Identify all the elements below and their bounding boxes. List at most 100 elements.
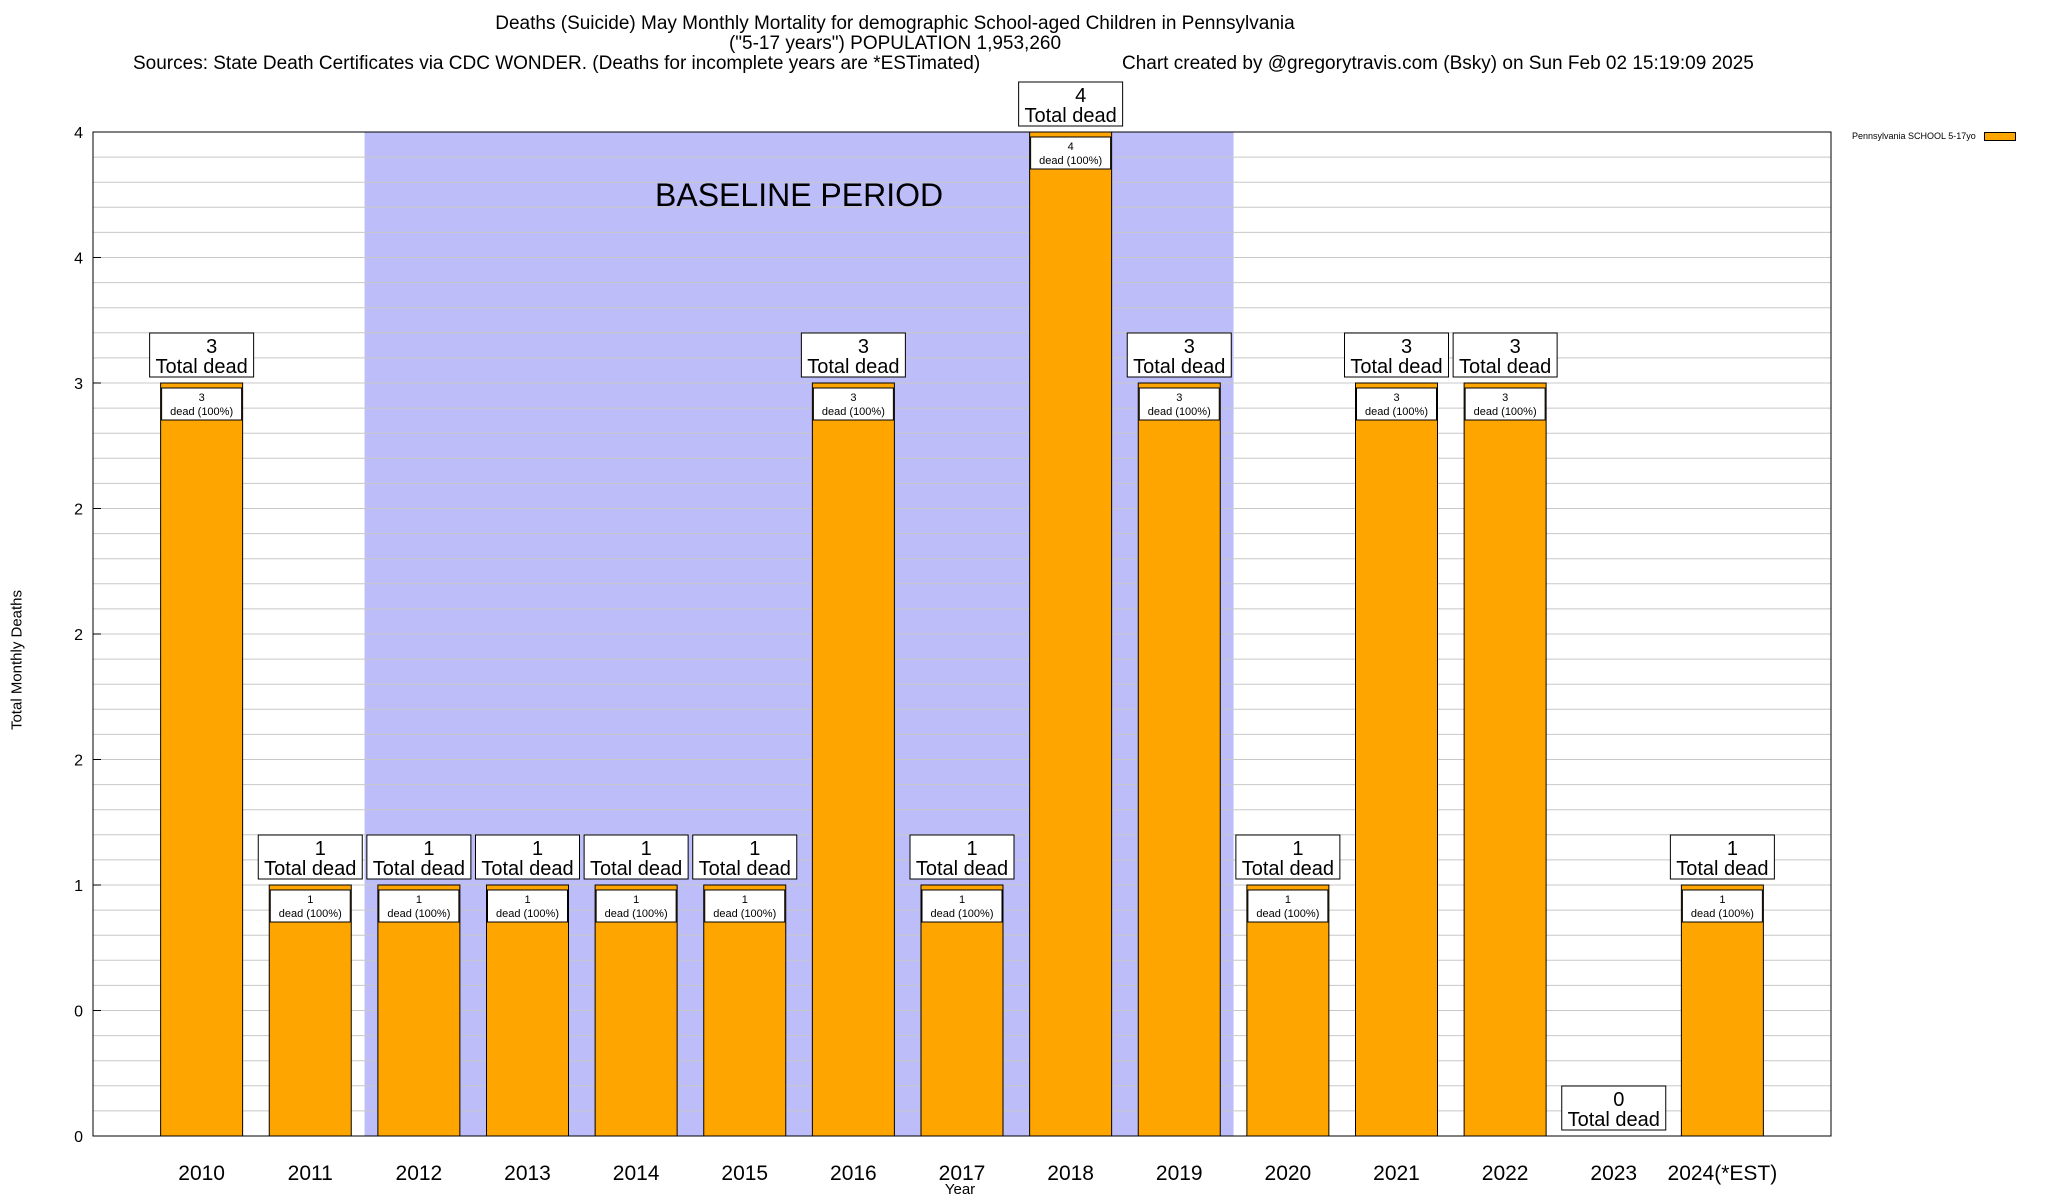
bar-inner-value: 3 <box>850 392 856 404</box>
x-tick-label: 2020 <box>1265 1162 1312 1185</box>
bar-inner-value: 1 <box>633 894 639 906</box>
bar <box>594 884 678 1137</box>
bar-inner-percent: dead (100%) <box>931 908 994 920</box>
bar-inner-percent: dead (100%) <box>1365 406 1428 418</box>
chart-subtitle: ("5-17 years") POPULATION 1,953,260 <box>728 33 1062 54</box>
x-axis-label: Year <box>944 1181 976 1198</box>
bar-inner-value: 1 <box>416 894 422 906</box>
total-value: 1 <box>532 838 543 860</box>
total-value: 1 <box>423 838 434 860</box>
chart-title: Deaths (Suicide) May Monthly Mortality f… <box>495 13 1295 34</box>
bar-inner-value: 1 <box>1285 894 1291 906</box>
total-label-box <box>149 332 255 378</box>
y-tick-label: 2 <box>74 627 83 644</box>
bar-inner-label-box <box>595 889 677 923</box>
bar-inner-percent: dead (100%) <box>1474 406 1537 418</box>
total-label-box <box>1452 332 1558 378</box>
bar-inner-label-box <box>378 889 460 923</box>
x-tick-label: 2023 <box>1590 1162 1637 1185</box>
y-tick-label: 2 <box>74 502 83 519</box>
total-label-box <box>583 834 689 880</box>
total-value: 1 <box>315 838 326 860</box>
x-tick-label: 2019 <box>1156 1162 1203 1185</box>
x-tick-label: 2024(*EST) <box>1668 1162 1778 1185</box>
total-label: Total dead <box>155 356 247 378</box>
bar-inner-label-box <box>487 889 568 923</box>
total-label: Total dead <box>916 858 1008 880</box>
bar <box>268 884 352 1137</box>
bar <box>920 884 1004 1137</box>
legend-swatch <box>1983 131 2016 141</box>
x-tick-label: 2013 <box>504 1162 551 1185</box>
bar-inner-label-box <box>1356 387 1437 421</box>
total-value: 1 <box>966 838 977 860</box>
bar-inner-percent: dead (100%) <box>1256 908 1319 920</box>
bar-inner-value: 3 <box>199 392 205 404</box>
bar-inner-label-box <box>1030 136 1112 170</box>
bar-inner-value: 1 <box>1719 894 1725 906</box>
total-label-box <box>1018 81 1124 127</box>
bar-inner-percent: dead (100%) <box>279 908 342 920</box>
total-label: Total dead <box>1350 356 1442 378</box>
bar-inner-percent: dead (100%) <box>1039 155 1102 167</box>
total-label-box <box>692 834 798 880</box>
total-label-box <box>1344 332 1449 378</box>
total-value: 1 <box>1727 838 1738 860</box>
bar <box>377 884 461 1137</box>
bar <box>1137 382 1221 1137</box>
total-label-box <box>909 834 1015 880</box>
total-value: 1 <box>749 838 760 860</box>
bar <box>1246 884 1330 1137</box>
total-value: 3 <box>1184 336 1195 358</box>
bar-inner-percent: dead (100%) <box>496 908 559 920</box>
bar-inner-percent: dead (100%) <box>387 908 450 920</box>
legend-label: Pennsylvania SCHOOL 5-17yo <box>1852 131 1976 141</box>
bar-inner-label-box <box>1681 889 1763 923</box>
bar <box>160 382 244 1137</box>
bar <box>811 382 895 1137</box>
y-tick-label: 4 <box>74 125 83 142</box>
y-axis-label: Total Monthly Deaths <box>8 589 26 731</box>
bar-inner-label-box <box>161 387 243 421</box>
bar-inner-percent: dead (100%) <box>1148 406 1211 418</box>
total-value: 1 <box>1292 838 1303 860</box>
x-tick-label: 2016 <box>830 1162 877 1185</box>
total-label-box <box>800 332 906 378</box>
bar <box>703 884 787 1137</box>
total-label: Total dead <box>1133 356 1225 378</box>
total-label: Total dead <box>1676 858 1768 880</box>
bar-inner-percent: dead (100%) <box>713 908 776 920</box>
total-label: Total dead <box>481 858 573 880</box>
y-tick-label: 0 <box>74 1004 83 1021</box>
x-tick-label: 2011 <box>288 1162 333 1185</box>
bar-inner-value: 1 <box>307 894 313 906</box>
total-label-box <box>366 834 472 880</box>
total-value: 0 <box>1613 1089 1624 1111</box>
legend: Pennsylvania SCHOOL 5-17yo <box>1852 131 2016 141</box>
bar-inner-label-box <box>921 889 1003 923</box>
bar-inner-value: 3 <box>1176 392 1182 404</box>
y-tick-label: 0 <box>74 1129 83 1146</box>
total-label-box <box>1126 332 1232 378</box>
bar <box>486 884 569 1137</box>
chart-credit: Chart created by @gregorytravis.com (Bsk… <box>1122 53 1754 74</box>
total-label-box <box>1669 834 1775 880</box>
total-label: Total dead <box>1568 1109 1660 1131</box>
x-tick-label: 2017 <box>939 1162 986 1185</box>
total-label: Total dead <box>1459 356 1551 378</box>
total-label: Total dead <box>373 858 465 880</box>
bar-inner-label-box <box>1247 889 1329 923</box>
total-value: 3 <box>858 336 869 358</box>
bar <box>1355 382 1438 1137</box>
total-label-box <box>475 834 580 880</box>
total-label-box <box>257 834 363 880</box>
total-label: Total dead <box>807 356 899 378</box>
y-tick-label: 3 <box>74 376 83 393</box>
x-tick-label: 2010 <box>178 1162 225 1185</box>
chart-sources: Sources: State Death Certificates via CD… <box>133 53 981 74</box>
total-value: 3 <box>1510 336 1521 358</box>
bar <box>1463 382 1547 1137</box>
bar-inner-percent: dead (100%) <box>605 908 668 920</box>
y-tick-label: 4 <box>74 251 83 268</box>
